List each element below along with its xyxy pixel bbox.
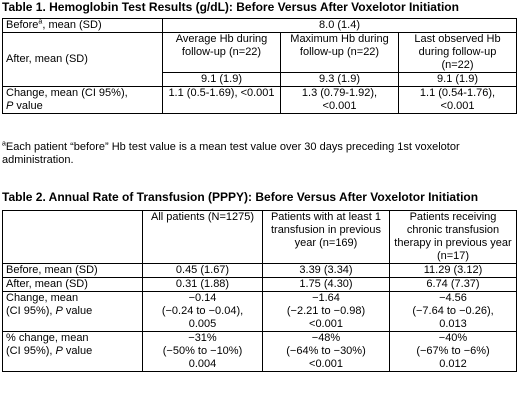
cell-value: 11.29 (3.12)	[389, 263, 517, 278]
table1-title: Table 1. Hemoglobin Test Results (g/dL):…	[2, 0, 459, 14]
pct-change-mean: −31%	[188, 332, 217, 344]
column-header: Last observed Hb during follow-up (n=22)	[397, 32, 518, 73]
change-value: 1.1 (0.54-1.76), <0.001	[397, 86, 518, 114]
change-cell: −0.14 (−0.24 to −0.04), 0.005	[142, 291, 263, 332]
column-header: Maximum Hb during follow-up (n=22)	[280, 32, 399, 73]
pct-change-p: <0.001	[309, 358, 343, 370]
change-label-ci: (CI 95%),	[6, 305, 56, 317]
change-label-cell: Change, mean (CI 95%), P value	[2, 86, 163, 114]
pct-change-label: % change, mean	[6, 332, 89, 344]
after-value: 9.1 (1.9)	[397, 72, 518, 87]
before-label: Before	[6, 19, 39, 31]
row-label: After, mean (SD)	[2, 277, 143, 292]
pct-change-label-p: P	[55, 345, 63, 357]
before-footnote-marker: a	[38, 18, 43, 26]
table2-title: Table 2. Annual Rate of Transfusion (PPP…	[2, 190, 479, 204]
column-header: Patients with at least 1 transfusion in …	[262, 210, 390, 264]
change-label: Change, mean	[6, 292, 79, 304]
after-value: 9.1 (1.9)	[162, 72, 281, 87]
pct-change-label-ci: (CI 95%),	[6, 345, 56, 357]
pct-change-ci: (−64% to −30%)	[286, 345, 366, 357]
change-value: 1.1 (0.5-1.69), <0.001	[162, 86, 281, 114]
cell-value: 0.31 (1.88)	[142, 277, 263, 292]
table-row: After, mean (SD) Average Hb during follo…	[2, 32, 518, 87]
before-label-suffix: , mean (SD)	[42, 19, 102, 31]
column-header: Patients receiving chronic transfusion t…	[389, 210, 517, 264]
table-row: After, mean (SD) 0.31 (1.88) 1.75 (4.30)…	[2, 277, 517, 292]
change-label-p: P	[55, 305, 63, 317]
table-row: Before, mean (SD) 0.45 (1.67) 3.39 (3.34…	[2, 263, 517, 278]
row-label: Before, mean (SD)	[2, 263, 143, 278]
change-ci: (−7.64 to −0.26),	[412, 305, 494, 317]
transfusion-table: All patients (N=1275) Patients with at l…	[2, 210, 517, 372]
pct-change-cell: −48% (−64% to −30%) <0.001	[262, 331, 390, 372]
table-row: Beforea, mean (SD) 8.0 (1.4)	[2, 18, 518, 33]
change-mean: −4.56	[439, 292, 467, 304]
change-mean: −0.14	[188, 292, 217, 304]
table1-footnote: aEach patient “before” Hb test value is …	[2, 140, 518, 167]
pct-change-p: 0.012	[439, 358, 467, 370]
column-header: All patients (N=1275)	[142, 210, 263, 264]
footnote-text: Each patient “before” Hb test value is a…	[2, 141, 460, 166]
pct-change-p: 0.004	[188, 358, 217, 370]
table-row: 9.1 (1.9) 9.3 (1.9) 9.1 (1.9)	[3, 72, 518, 87]
change-ci: (−0.24 to −0.04),	[161, 305, 244, 317]
change-cell: −1.64 (−2.21 to −0.98) <0.001	[262, 291, 390, 332]
change-ci: (−2.21 to −0.98)	[286, 305, 366, 317]
hemoglobin-table: Beforea, mean (SD) 8.0 (1.4) After, mean…	[2, 18, 518, 114]
after-label: After, mean (SD)	[2, 32, 163, 87]
before-value: 8.0 (1.4)	[161, 18, 518, 33]
pct-change-label-cell: % change, mean (CI 95%), P value	[2, 331, 143, 372]
cell-value: 6.74 (7.37)	[389, 277, 517, 292]
change-label-suffix: value	[13, 100, 43, 112]
table-row: Change, mean (CI 95%), P value 1.1 (0.5-…	[2, 86, 518, 114]
pct-change-label-suffix: value	[62, 345, 93, 357]
table-row: % change, mean (CI 95%), P value −31% (−5…	[2, 331, 517, 372]
cell-value: 3.39 (3.34)	[262, 263, 390, 278]
change-label-suffix: value	[62, 305, 93, 317]
change-p: 0.005	[188, 318, 217, 330]
change-p: 0.013	[439, 318, 467, 330]
footnote-marker: a	[2, 140, 6, 148]
cell-value: 0.45 (1.67)	[142, 263, 263, 278]
empty-header-cell	[2, 210, 143, 264]
after-value: 9.3 (1.9)	[280, 72, 399, 87]
pct-change-cell: −31% (−50% to −10%) 0.004	[142, 331, 263, 372]
change-label: Change, mean (CI 95%),	[6, 87, 128, 99]
change-p: <0.001	[309, 318, 343, 330]
change-value: 1.3 (0.79-1.92), <0.001	[280, 86, 399, 114]
pct-change-cell: −40% (−67% to −6%) 0.012	[389, 331, 517, 372]
change-mean: −1.64	[312, 292, 340, 304]
table-row: Change, mean (CI 95%), P value −0.14 (−0.…	[2, 291, 517, 332]
pct-change-ci: (−50% to −10%)	[162, 345, 243, 357]
change-label-p: P	[6, 100, 14, 112]
cell-value: 1.75 (4.30)	[262, 277, 390, 292]
change-cell: −4.56 (−7.64 to −0.26), 0.013	[389, 291, 517, 332]
pct-change-ci: (−67% to −6%)	[416, 345, 490, 357]
pct-change-mean: −40%	[438, 332, 468, 344]
pct-change-mean: −48%	[311, 332, 341, 344]
column-header: Average Hb during follow-up (n=22)	[162, 32, 281, 73]
before-label-cell: Beforea, mean (SD)	[2, 18, 163, 33]
change-label-cell: Change, mean (CI 95%), P value	[2, 291, 143, 332]
table-row: All patients (N=1275) Patients with at l…	[2, 210, 517, 264]
